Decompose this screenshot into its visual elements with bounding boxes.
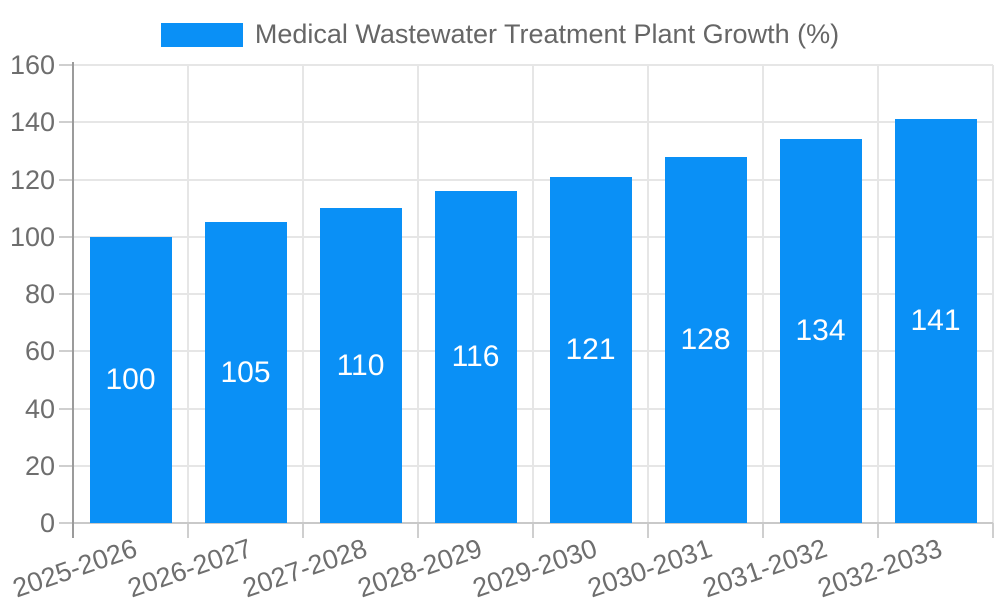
x-axis-tick	[992, 523, 994, 538]
y-axis-line	[72, 62, 74, 538]
bar-value-label: 141	[910, 304, 961, 338]
y-axis-tick	[59, 235, 73, 238]
gridline-vertical	[302, 65, 304, 523]
x-axis-line	[73, 522, 993, 524]
bar-value-label: 100	[105, 362, 156, 396]
bar-value-label: 128	[680, 322, 731, 356]
bar: 105	[204, 222, 287, 523]
bar: 110	[319, 208, 402, 523]
y-axis-tick	[59, 407, 73, 410]
legend-label: Medical Wastewater Treatment Plant Growt…	[254, 19, 840, 49]
gridline-vertical	[532, 65, 534, 523]
bar: 100	[89, 236, 172, 523]
gridline-vertical	[417, 65, 419, 523]
gridline-vertical	[877, 65, 879, 523]
bar: 141	[894, 119, 977, 523]
x-axis-tick	[532, 523, 534, 538]
y-axis-tick	[59, 522, 73, 524]
bar: 116	[434, 190, 517, 523]
y-axis-tick	[59, 121, 73, 124]
bar: 121	[549, 176, 632, 523]
gridline-vertical	[992, 65, 994, 523]
legend: Medical Wastewater Treatment Plant Growt…	[0, 19, 1000, 50]
x-axis-tick	[877, 523, 879, 538]
y-axis-tick-label: 40	[24, 393, 55, 424]
y-axis-tick	[59, 178, 73, 181]
y-axis-tick-label: 160	[9, 50, 55, 80]
bar: 134	[779, 139, 862, 523]
y-axis-tick	[59, 293, 73, 295]
bar-value-label: 121	[565, 332, 616, 366]
y-axis-tick-label: 120	[9, 164, 55, 195]
x-axis-tick	[417, 523, 419, 538]
x-axis-tick	[762, 523, 764, 538]
gridline-vertical	[762, 65, 764, 523]
x-axis-tick	[302, 523, 304, 538]
gridline-vertical	[187, 65, 189, 523]
y-axis-tick-label: 100	[9, 221, 55, 252]
gridline-vertical	[647, 65, 649, 523]
y-axis-tick	[59, 464, 73, 467]
y-axis-tick-label: 20	[24, 450, 55, 481]
bar-value-label: 134	[795, 314, 846, 348]
y-axis-tick	[59, 350, 73, 353]
legend-swatch	[160, 22, 243, 47]
y-axis-tick-label: 140	[9, 107, 55, 138]
y-axis-tick-label: 80	[24, 279, 55, 309]
y-axis-tick-label: 60	[24, 336, 55, 367]
bar-value-label: 116	[451, 339, 500, 373]
x-axis-tick	[647, 523, 649, 538]
y-axis-tick	[59, 64, 73, 66]
y-axis-tick-label: 0	[39, 508, 55, 538]
bar-value-label: 105	[220, 355, 271, 389]
x-axis-tick	[187, 523, 189, 538]
bar-value-label: 110	[336, 348, 385, 382]
bar: 128	[664, 156, 747, 523]
